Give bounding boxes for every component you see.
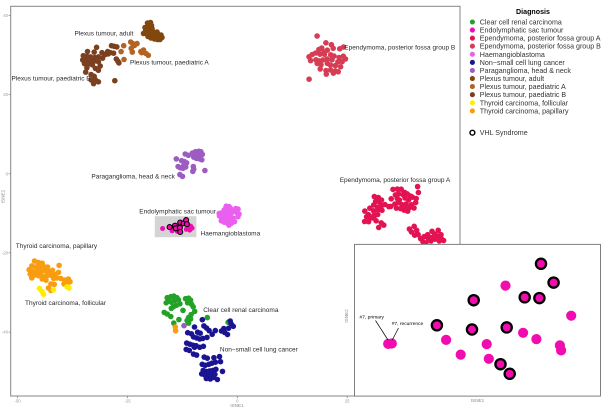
svg-text:Paraganglioma, head & neck: Paraganglioma, head & neck	[91, 174, 175, 181]
svg-text:Endolymphatic sac tumour: Endolymphatic sac tumour	[139, 209, 216, 216]
svg-text:tSNE2: tSNE2	[344, 309, 349, 323]
svg-text:25: 25	[345, 398, 350, 403]
svg-text:Ependymoma, posterior fossa gr: Ependymoma, posterior fossa group B	[480, 43, 601, 51]
svg-text:Ependymoma, posterior fossa gr: Ependymoma, posterior fossa group B	[344, 45, 455, 52]
svg-text:Non−small cell lung cancer: Non−small cell lung cancer	[220, 347, 299, 354]
svg-text:Endolymphatic sac tumour: Endolymphatic sac tumour	[480, 27, 564, 35]
svg-text:Clear cell renal carcinoma: Clear cell renal carcinoma	[203, 307, 279, 314]
svg-text:tSNE1: tSNE1	[230, 403, 244, 408]
svg-text:#7, recurrence: #7, recurrence	[392, 321, 424, 327]
svg-text:-50: -50	[14, 398, 21, 403]
svg-text:-25: -25	[124, 398, 131, 403]
svg-text:40: 40	[3, 13, 8, 18]
svg-text:Plexus tumour, adult: Plexus tumour, adult	[480, 75, 544, 83]
svg-text:Plexus tumour, paediatric A: Plexus tumour, paediatric A	[480, 83, 566, 91]
svg-text:-40: -40	[2, 330, 9, 335]
svg-text:0: 0	[236, 398, 239, 403]
svg-text:Thyroid carcinoma, follicular: Thyroid carcinoma, follicular	[25, 300, 107, 307]
svg-text:tSNE1: tSNE1	[471, 398, 485, 403]
svg-text:Diagnosis: Diagnosis	[516, 8, 550, 16]
svg-text:20: 20	[3, 92, 8, 97]
svg-text:Plexus tumour, adult: Plexus tumour, adult	[75, 31, 134, 38]
svg-text:Thyroid carcinoma, papillary: Thyroid carcinoma, papillary	[16, 243, 98, 250]
svg-text:Non−small cell lung cancer: Non−small cell lung cancer	[480, 59, 566, 67]
svg-text:Plexus tumour, paediatric A: Plexus tumour, paediatric A	[130, 59, 209, 66]
svg-text:VHL Syndrome: VHL Syndrome	[480, 129, 528, 137]
svg-text:Haemangioblastoma: Haemangioblastoma	[480, 51, 545, 59]
svg-text:Ependymoma, posterior fossa gr: Ependymoma, posterior fossa group A	[480, 35, 601, 43]
svg-text:Thyroid carcinoma, follicular: Thyroid carcinoma, follicular	[480, 99, 569, 107]
svg-text:Plexus tumour, paediatric B: Plexus tumour, paediatric B	[12, 75, 91, 82]
svg-text:-20: -20	[2, 250, 9, 255]
svg-text:Thyroid carcinoma, papillary: Thyroid carcinoma, papillary	[480, 107, 569, 115]
svg-text:#7, primary: #7, primary	[360, 315, 385, 321]
svg-text:Paraganglioma, head & neck: Paraganglioma, head & neck	[480, 67, 572, 75]
svg-text:Ependymoma, posterior fossa gr: Ependymoma, posterior fossa group A	[340, 177, 451, 184]
svg-text:tSNE2: tSNE2	[1, 189, 6, 203]
svg-text:Plexus tumour, paediatric B: Plexus tumour, paediatric B	[480, 91, 567, 99]
svg-text:Haemangioblastoma: Haemangioblastoma	[201, 230, 261, 237]
svg-text:0: 0	[6, 171, 9, 176]
svg-text:Clear cell renal carcinoma: Clear cell renal carcinoma	[480, 19, 562, 27]
